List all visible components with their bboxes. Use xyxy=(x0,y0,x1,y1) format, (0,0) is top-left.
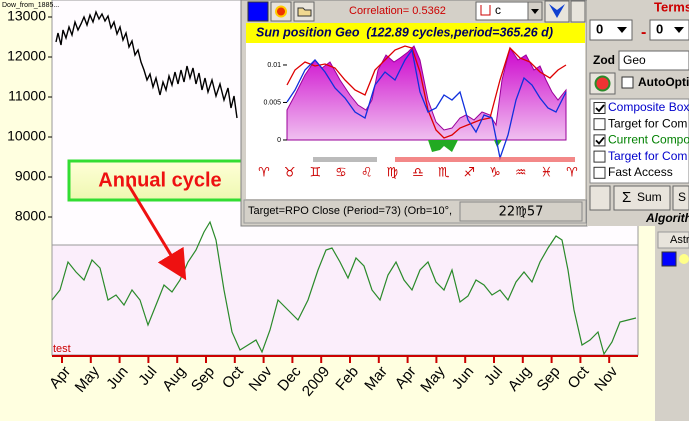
options: Composite Box Target for Com Current Compo… xyxy=(593,100,689,179)
zodiac-sign: ♏ xyxy=(438,166,450,181)
zod-label: Zod xyxy=(593,53,615,67)
oscillator-line xyxy=(51,220,637,356)
correlation: Correlation= 0.5362 xyxy=(349,5,446,17)
folder-icon xyxy=(297,7,312,17)
arrow-button-icon xyxy=(549,4,565,18)
tab-label: Astr xyxy=(670,234,689,246)
y-tick-label: 0 xyxy=(277,137,281,144)
checkbox[interactable] xyxy=(593,118,606,131)
y-tick-label: 12000 xyxy=(7,48,46,64)
extra-button-label: S xyxy=(678,190,686,204)
option-label: Target for Com xyxy=(608,149,687,163)
target-icon xyxy=(480,5,491,16)
green-dips xyxy=(428,140,502,152)
settings-icon xyxy=(275,5,287,18)
option-label: Current Compo xyxy=(608,133,689,147)
zod-dropdown[interactable] xyxy=(618,50,689,71)
zodiac-sign: ♒ xyxy=(515,166,527,181)
y-tick-label: 8000 xyxy=(15,208,46,224)
optimize-icon xyxy=(594,75,611,92)
annotation-arrow xyxy=(126,183,187,281)
color-swatch xyxy=(661,251,677,267)
check-mark xyxy=(595,104,605,113)
checkbox[interactable] xyxy=(593,134,606,147)
window-axis: 0.01 0.005 0 ♈ ♉ ♊ ♋ ♌ ♍ ♎ ♏ ♐ ♑ ♒ ♓ ♈ xyxy=(258,62,578,181)
swatch-icon xyxy=(679,254,689,264)
dropdown-icon xyxy=(617,27,627,33)
y-tick-label: 11000 xyxy=(8,88,46,104)
position-text: 22♍57 xyxy=(499,205,544,220)
auto-opti: AutoOpti xyxy=(638,75,689,89)
y-tick-label: 0.005 xyxy=(263,99,281,106)
zodiac-sign: ♎ xyxy=(412,166,424,181)
offset-right-dropdown[interactable] xyxy=(649,19,689,41)
y-tick-label: 13000 xyxy=(7,8,46,24)
annotation-box xyxy=(67,159,264,202)
target-dropdown[interactable] xyxy=(475,1,529,21)
zodiac-sign: ♍ xyxy=(387,166,399,181)
checkbox[interactable] xyxy=(621,76,634,89)
title-bar xyxy=(246,23,585,43)
zod-value: Geo xyxy=(623,53,646,67)
arrow-icon xyxy=(531,9,539,14)
zodiac-sign: ♌ xyxy=(361,166,373,181)
checkbox[interactable] xyxy=(593,150,606,163)
option-label: Fast Access xyxy=(608,165,673,179)
sum-label: Sum xyxy=(637,190,662,204)
y-tick-label: 10000 xyxy=(7,128,46,144)
file-label: Dow_from_1885... xyxy=(2,2,59,9)
sum-button[interactable] xyxy=(613,185,671,211)
option-label: Composite Box xyxy=(608,100,689,114)
target-box: c xyxy=(495,3,501,17)
extra-button[interactable] xyxy=(570,0,586,23)
status-text: Target=RPO Close (Period=73) (Orb=10°, xyxy=(248,205,452,217)
blue-line xyxy=(286,48,567,161)
checkbox[interactable] xyxy=(593,102,606,114)
zodiac-sign: ♈ xyxy=(566,166,578,181)
red-band xyxy=(395,157,575,162)
zodiac-sign: ♓ xyxy=(541,166,553,181)
tab[interactable] xyxy=(657,231,689,249)
zodiac-sign: ♉ xyxy=(284,166,296,181)
y-tick-label: 9000 xyxy=(15,168,46,184)
check-mark xyxy=(595,136,605,145)
position-box xyxy=(459,201,583,222)
y-axis: 13000 12000 11000 10000 9000 8000 xyxy=(7,8,52,224)
zodiac-sign: ♑ xyxy=(489,166,501,181)
options-list xyxy=(589,98,689,184)
price-bars xyxy=(55,9,238,119)
lower-label: test xyxy=(53,343,71,355)
zodiac-sign: ♈ xyxy=(258,166,270,181)
gray-band xyxy=(313,157,377,162)
zodiac-sign: ♐ xyxy=(464,166,476,181)
offset-left: 0 xyxy=(596,21,603,36)
offset-right: 0 xyxy=(656,21,663,36)
window-title: Sun position Geo (122.89 cycles,period=3… xyxy=(256,25,553,39)
panel-title: Terms xyxy=(654,0,689,14)
y-tick-label: 0.01 xyxy=(267,62,281,69)
checkbox[interactable] xyxy=(593,166,606,179)
red-line xyxy=(286,45,567,139)
extra-side-button[interactable] xyxy=(672,185,689,211)
offset-left-dropdown[interactable] xyxy=(589,19,633,41)
zodiac-sign: ♊ xyxy=(310,166,322,181)
separator: - xyxy=(641,24,646,41)
sum-icon: Σ xyxy=(622,189,631,206)
algorithm-label: Algorith xyxy=(645,211,689,225)
color-button[interactable] xyxy=(247,1,269,22)
annotation-text: Annual cycle xyxy=(98,169,221,191)
blank-button[interactable] xyxy=(589,185,611,211)
dropdown-icon xyxy=(674,27,684,33)
zodiac-sign: ♋ xyxy=(335,166,347,181)
option-label: Target for Com xyxy=(608,116,687,130)
